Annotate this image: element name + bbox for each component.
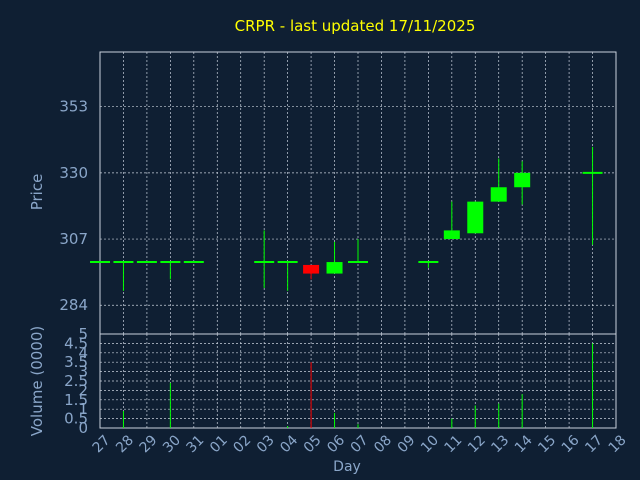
x-tick-label: 01 [207, 432, 231, 456]
x-tick-label: 11 [442, 432, 466, 456]
x-tick-label: 17 [582, 432, 606, 456]
x-tick-label: 12 [465, 432, 489, 456]
candle-body [303, 264, 320, 274]
volume-tick-label: 2.5 [64, 372, 88, 390]
price-tick-label: 330 [59, 164, 88, 182]
x-tick-label: 07 [348, 432, 372, 456]
x-tick-label: 30 [160, 432, 184, 456]
x-tick-label: 10 [418, 432, 442, 456]
x-tick-label: 09 [395, 432, 419, 456]
volume-tick-label: 3.5 [64, 353, 88, 371]
x-tick-label: 27 [90, 432, 114, 456]
x-tick-label: 18 [606, 432, 630, 456]
x-tick-label: 14 [512, 432, 536, 456]
x-tick-label: 08 [371, 432, 395, 456]
volume-tick-label: 1 [78, 400, 88, 418]
x-tick-label: 02 [230, 432, 254, 456]
volume-tick-label: 0.5 [64, 410, 88, 428]
x-tick-label: 15 [535, 432, 559, 456]
volume-tick-label: 5 [78, 325, 88, 343]
volume-tick-label: 4.5 [64, 334, 88, 352]
x-tick-label: 13 [488, 432, 512, 456]
x-tick-label: 05 [301, 432, 325, 456]
volume-tick-label: 2 [78, 381, 88, 399]
volume-tick-label: 0 [78, 419, 88, 437]
volume-tick-label: 3 [78, 363, 88, 381]
price-tick-label: 284 [59, 296, 88, 314]
x-tick-label: 03 [254, 432, 278, 456]
x-tick-label: 06 [324, 432, 348, 456]
x-axis-label: Day [333, 459, 361, 475]
x-tick-label: 29 [137, 432, 161, 456]
volume-tick-label: 1.5 [64, 391, 88, 409]
candle-body [443, 230, 460, 240]
candle-body [514, 172, 531, 188]
x-tick-label: 04 [277, 432, 301, 456]
x-tick-label: 16 [559, 432, 583, 456]
candle-body [326, 262, 343, 274]
candle-body [467, 201, 484, 234]
x-tick-label: 31 [184, 432, 208, 456]
candle-body [490, 187, 507, 202]
price-tick-label: 353 [59, 98, 88, 116]
volume-tick-label: 4 [78, 344, 88, 362]
price-axis-label: Price [28, 174, 46, 211]
price-tick-label: 307 [59, 230, 88, 248]
volume-axis-label: Volume (0000) [28, 326, 46, 436]
x-tick-label: 28 [113, 432, 137, 456]
chart-title: CRPR - last updated 17/11/2025 [235, 17, 476, 35]
